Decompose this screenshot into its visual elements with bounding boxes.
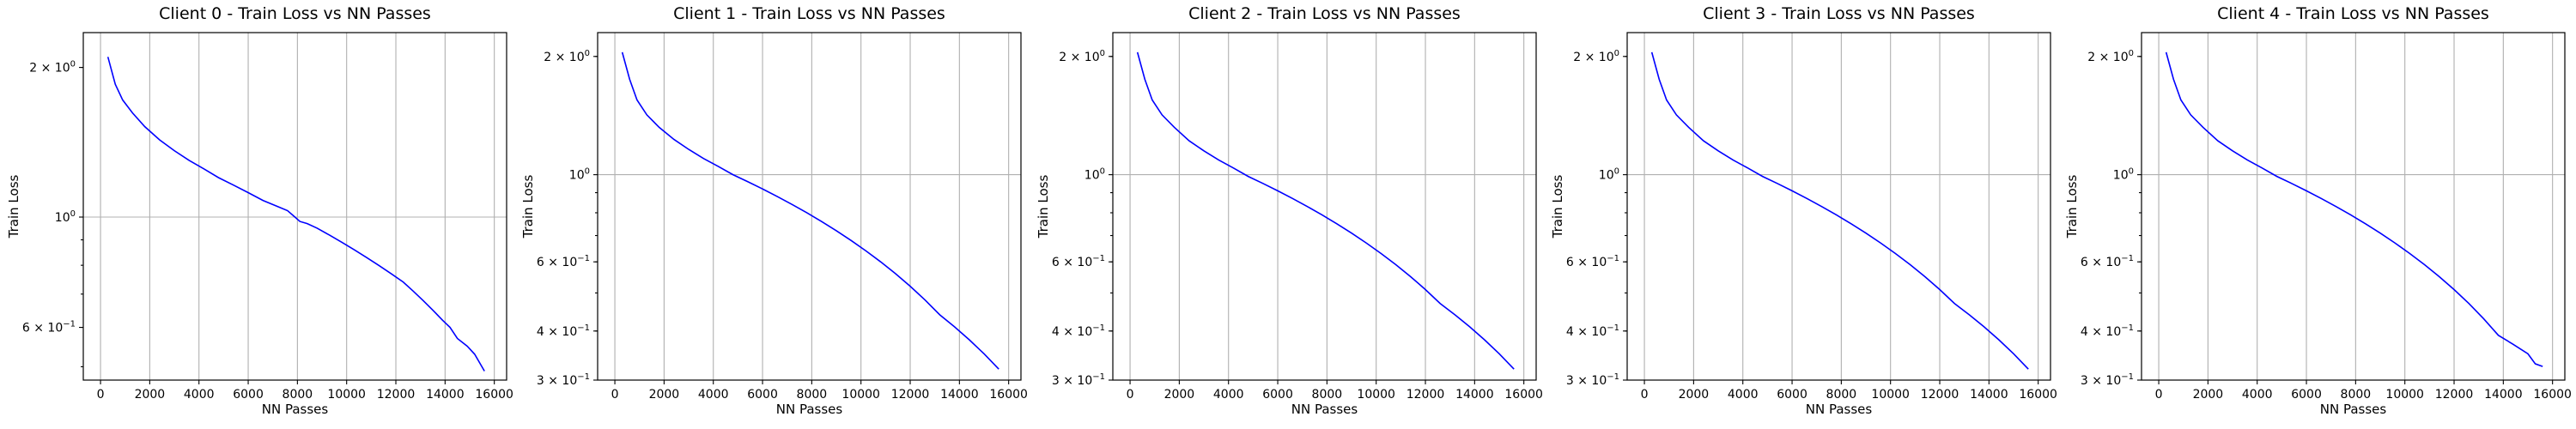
x-tick-label: 4000 bbox=[1213, 388, 1244, 402]
x-tick-label: 14000 bbox=[426, 388, 465, 402]
x-tick-label: 0 bbox=[1641, 388, 1649, 402]
y-tick-label: 6 × 10−1 bbox=[1566, 254, 1619, 269]
y-tick-label: 100 bbox=[1599, 167, 1619, 183]
y-tick-label: 2 × 100 bbox=[2087, 49, 2134, 64]
y-tick-label: 2 × 100 bbox=[1059, 49, 1105, 64]
x-tick-label: 2000 bbox=[2193, 388, 2224, 402]
x-tick-label: 8000 bbox=[1312, 388, 1343, 402]
y-axis-label: Train Loss bbox=[1550, 174, 1565, 239]
x-tick-label: 14000 bbox=[1455, 388, 1494, 402]
chart-panel-1: 0 2000 4000 6000 8000 10000 12000 14000 16000 2 ×… bbox=[520, 4, 1028, 417]
x-tick-label: 16000 bbox=[2019, 388, 2057, 402]
chart-title: Client 3 - Train Loss vs NN Passes bbox=[1703, 4, 1975, 23]
x-tick-label: 4000 bbox=[2242, 388, 2273, 402]
x-tick-label: 16000 bbox=[2533, 388, 2572, 402]
x-tick-label: 10000 bbox=[841, 388, 880, 402]
x-tick-label: 6000 bbox=[2291, 388, 2322, 402]
y-tick-label: 100 bbox=[55, 209, 76, 225]
chart-panel-4: 0 2000 4000 6000 8000 10000 12000 14000 16000 2 ×… bbox=[2064, 4, 2572, 417]
chart-panel-0: 0 2000 4000 6000 8000 10000 12000 14000 16000 2 ×… bbox=[6, 4, 513, 417]
loss-line-series bbox=[621, 51, 999, 370]
x-tick-label: 6000 bbox=[1777, 388, 1807, 402]
chart-panel-2: 0 2000 4000 6000 8000 10000 12000 14000 16000 2 ×… bbox=[1036, 4, 1543, 417]
y-tick-label: 6 × 10−1 bbox=[1052, 254, 1105, 269]
chart-panel-3: 0 2000 4000 6000 8000 10000 12000 14000 16000 2 ×… bbox=[1550, 4, 2057, 417]
y-axis-label: Train Loss bbox=[2064, 174, 2080, 239]
x-tick-label: 4000 bbox=[1728, 388, 1759, 402]
x-tick-label: 10000 bbox=[2385, 388, 2424, 402]
x-tick-label: 14000 bbox=[2484, 388, 2523, 402]
x-tick-label: 8000 bbox=[2341, 388, 2372, 402]
x-axis-label: NN Passes bbox=[1806, 402, 1873, 417]
x-axis-label: NN Passes bbox=[262, 402, 329, 417]
y-axis-label: Train Loss bbox=[6, 174, 21, 239]
x-tick-label: 6000 bbox=[1262, 388, 1293, 402]
y-tick-label: 4 × 10−1 bbox=[2081, 323, 2134, 339]
plot-frame bbox=[1112, 32, 1537, 381]
x-tick-label: 10000 bbox=[327, 388, 366, 402]
y-tick-label: 2 × 100 bbox=[1573, 49, 1619, 64]
x-tick-label: 2000 bbox=[135, 388, 166, 402]
plot-frame bbox=[82, 32, 507, 381]
x-tick-label: 10000 bbox=[1871, 388, 1910, 402]
loss-line-series bbox=[1136, 51, 1515, 370]
x-tick-label: 6000 bbox=[747, 388, 778, 402]
y-tick-label: 3 × 10−1 bbox=[2081, 372, 2134, 388]
x-tick-label: 12000 bbox=[2435, 388, 2474, 402]
x-tick-label: 0 bbox=[2155, 388, 2163, 402]
y-tick-label: 4 × 10−1 bbox=[537, 323, 590, 339]
y-tick-label: 3 × 10−1 bbox=[1566, 372, 1619, 388]
x-tick-label: 10000 bbox=[1357, 388, 1395, 402]
x-tick-label: 0 bbox=[611, 388, 619, 402]
y-tick-label: 4 × 10−1 bbox=[1052, 323, 1105, 339]
x-tick-label: 0 bbox=[97, 388, 105, 402]
x-tick-label: 2000 bbox=[649, 388, 680, 402]
chart-title: Client 4 - Train Loss vs NN Passes bbox=[2217, 4, 2489, 23]
y-tick-label: 2 × 100 bbox=[544, 49, 590, 64]
y-tick-label: 100 bbox=[2113, 167, 2134, 183]
plot-frame bbox=[597, 32, 1022, 381]
x-axis-label: NN Passes bbox=[2320, 402, 2387, 417]
plot-frame bbox=[1626, 32, 2051, 381]
y-tick-label: 4 × 10−1 bbox=[1566, 323, 1619, 339]
x-tick-label: 4000 bbox=[184, 388, 215, 402]
x-tick-label: 2000 bbox=[1164, 388, 1195, 402]
chart-title: Client 2 - Train Loss vs NN Passes bbox=[1188, 4, 1461, 23]
loss-line-series bbox=[1650, 51, 2029, 370]
plot-frame bbox=[2141, 32, 2566, 381]
y-tick-label: 3 × 10−1 bbox=[1052, 372, 1105, 388]
x-tick-label: 14000 bbox=[1970, 388, 2008, 402]
y-axis-label: Train Loss bbox=[1036, 174, 1051, 239]
y-tick-label: 2 × 100 bbox=[29, 60, 76, 76]
x-tick-label: 8000 bbox=[1826, 388, 1857, 402]
chart-title: Client 0 - Train Loss vs NN Passes bbox=[159, 4, 431, 23]
x-tick-label: 14000 bbox=[940, 388, 979, 402]
y-tick-label: 6 × 10−1 bbox=[22, 320, 76, 335]
x-tick-label: 6000 bbox=[233, 388, 264, 402]
chart-title: Client 1 - Train Loss vs NN Passes bbox=[673, 4, 945, 23]
loss-line-series bbox=[2165, 51, 2543, 367]
y-tick-label: 3 × 10−1 bbox=[537, 372, 590, 388]
x-tick-label: 16000 bbox=[1504, 388, 1543, 402]
x-tick-label: 0 bbox=[1127, 388, 1134, 402]
x-tick-label: 12000 bbox=[1921, 388, 1959, 402]
x-tick-label: 12000 bbox=[377, 388, 416, 402]
x-axis-label: NN Passes bbox=[776, 402, 843, 417]
y-axis-label: Train Loss bbox=[520, 174, 536, 239]
x-tick-label: 16000 bbox=[475, 388, 513, 402]
x-tick-label: 8000 bbox=[797, 388, 828, 402]
x-tick-label: 12000 bbox=[891, 388, 930, 402]
x-tick-label: 8000 bbox=[283, 388, 313, 402]
x-tick-label: 12000 bbox=[1406, 388, 1445, 402]
loss-line-series bbox=[106, 57, 485, 372]
x-axis-label: NN Passes bbox=[1291, 402, 1358, 417]
y-tick-label: 6 × 10−1 bbox=[537, 254, 590, 269]
y-tick-label: 100 bbox=[1084, 167, 1105, 183]
y-tick-label: 6 × 10−1 bbox=[2081, 254, 2134, 269]
x-tick-label: 4000 bbox=[698, 388, 729, 402]
x-tick-label: 2000 bbox=[1679, 388, 1710, 402]
x-tick-label: 16000 bbox=[989, 388, 1028, 402]
y-tick-label: 100 bbox=[569, 167, 590, 183]
